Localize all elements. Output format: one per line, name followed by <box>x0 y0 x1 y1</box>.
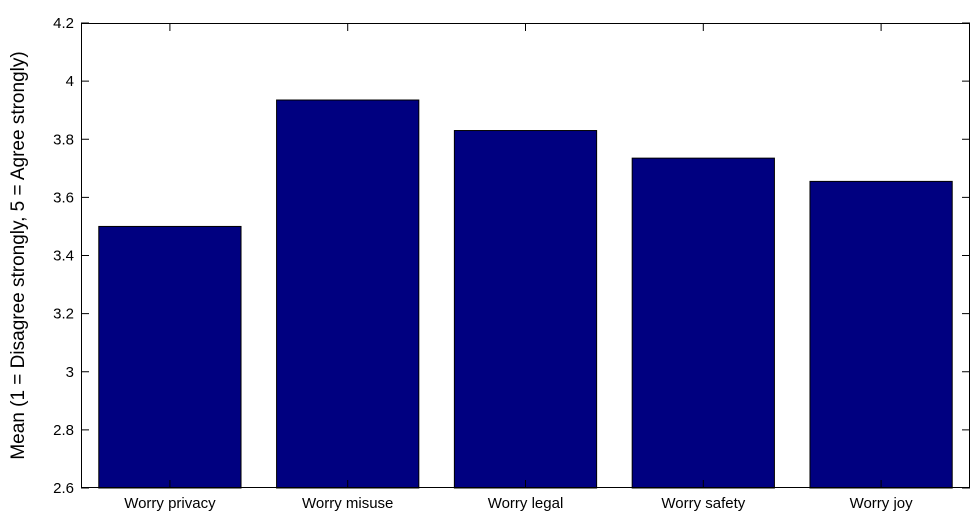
y-tick-label: 3.4 <box>53 248 74 265</box>
bar-worry-privacy <box>98 225 242 489</box>
bar-worry-joy <box>809 180 953 489</box>
y-tick-label: 3.2 <box>53 306 74 323</box>
x-tick-label: Worry misuse <box>302 495 393 512</box>
x-tick-label: Worry legal <box>488 495 564 512</box>
y-tick-label: 3.6 <box>53 189 74 206</box>
y-tick-label: 3.8 <box>53 131 74 148</box>
y-tick-label: 4.2 <box>53 15 74 32</box>
y-tick-label: 2.6 <box>53 480 74 497</box>
tick-labels-group: Worry privacy Worry misuse Worry legal Worr… <box>53 15 913 512</box>
y-tick-label: 4 <box>66 73 74 90</box>
y-tick-label: 3 <box>66 364 74 381</box>
ticks-group <box>81 22 970 489</box>
bars-group <box>98 99 953 489</box>
y-tick-label: 2.8 <box>53 422 74 439</box>
x-tick-label: Worry joy <box>850 495 914 512</box>
x-tick-label: Worry safety <box>661 495 745 512</box>
bar-worry-misuse <box>276 99 420 489</box>
bar-worry-legal <box>453 130 598 489</box>
y-axis-title: Mean (1 = Disagree strongly, 5 = Agree s… <box>8 51 29 459</box>
bar-worry-safety <box>631 157 775 489</box>
x-tick-label: Worry privacy <box>124 495 216 512</box>
